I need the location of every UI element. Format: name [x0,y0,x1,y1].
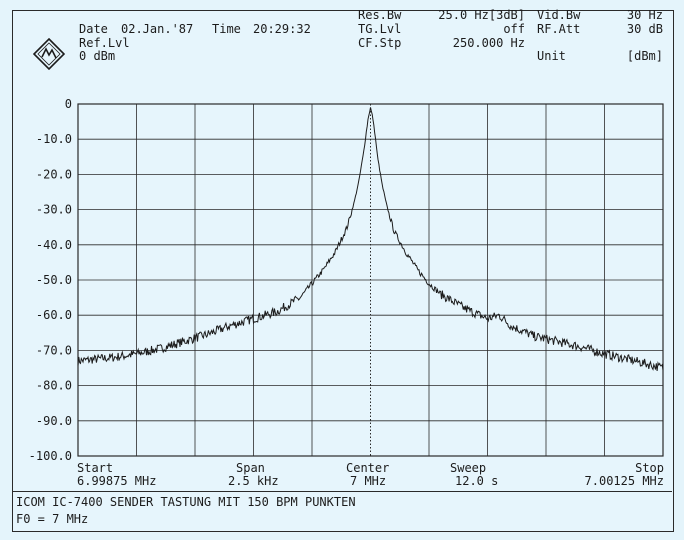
y-tick-label: -60.0 [36,308,72,322]
y-tick-label: -50.0 [36,273,72,287]
y-tick-label: -80.0 [36,379,72,393]
rf-attenuation-value: 30 dB [626,22,663,36]
y-axis-ticks: 0 -10.0 -20.0 -30.0 -40.0 -50.0 -60.0 -70.0 -80.… [29,97,72,463]
y-tick-label: -70.0 [36,343,72,357]
span-label: Span [236,461,265,475]
center-label: Center [346,461,390,475]
y-tick-label: -10.0 [36,132,72,146]
stop-value: 7.00125 MHz [584,474,664,488]
time-value: 20:29:32 [253,22,311,36]
span-value: 2.5 kHz [228,474,279,488]
center-value: 7 MHz [350,474,387,488]
start-value: 6.99875 MHz [77,474,157,488]
stop-label: Stop [635,461,664,475]
res-bw-label: Res.Bw [358,8,402,22]
cf-step-label: CF.Stp [358,36,402,50]
plot-grid [77,103,664,457]
analyzer-display-frame [12,10,674,532]
y-tick-label: -100.0 [29,449,72,463]
res-bw-value: 25.0 Hz[3dB] [438,8,525,22]
rohde-schwarz-logo-icon [33,38,65,70]
video-bw-label: Vid.Bw [537,8,581,22]
footer-annotation [12,491,672,531]
tg-level-value: off [503,22,525,36]
y-tick-label: -30.0 [36,203,72,217]
ref-level-label: Ref.Lvl [79,36,130,50]
unit-value: [dBm] [626,49,663,63]
date-value: 02.Jan.'87 [121,22,194,36]
y-tick-label: -90.0 [36,414,72,428]
y-tick-label: 0 [65,97,72,111]
sweep-label: Sweep [450,461,487,475]
y-tick-label: -40.0 [36,238,72,252]
spectrum-trace [77,107,664,371]
tg-level-label: TG.Lvl [358,22,402,36]
cf-step-value: 250.000 Hz [452,36,525,50]
rf-attenuation-label: RF.Att [537,22,581,36]
start-label: Start [77,461,114,475]
unit-label: Unit [537,49,566,63]
date-label: Date [79,22,108,36]
y-tick-label: -20.0 [36,167,72,181]
footer-line-1: ICOM IC-7400 SENDER TASTUNG MIT 150 BPM … [16,495,356,509]
ref-level-value: 0 dBm [79,49,116,63]
video-bw-value: 30 Hz [626,8,663,22]
footer-line-2: F0 = 7 MHz [16,512,89,526]
time-label: Time [212,22,241,36]
sweep-value: 12.0 s [455,474,499,488]
